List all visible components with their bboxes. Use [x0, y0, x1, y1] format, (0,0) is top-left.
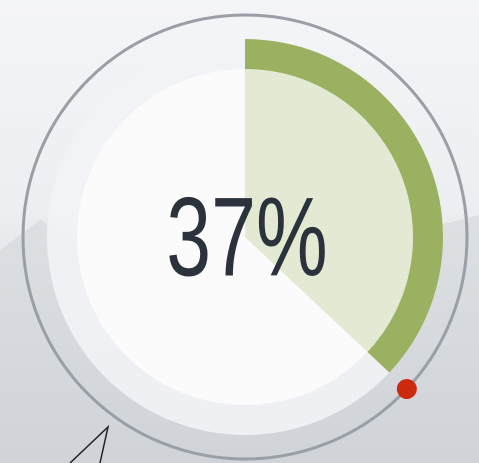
progress-arc [245, 39, 443, 373]
pointer-arrow [69, 424, 110, 463]
progress-marker [396, 378, 417, 399]
outer-ring [21, 13, 469, 461]
gauge-marks [245, 39, 443, 399]
progress-wedge [245, 69, 413, 353]
percent-label: 37% [166, 174, 327, 299]
